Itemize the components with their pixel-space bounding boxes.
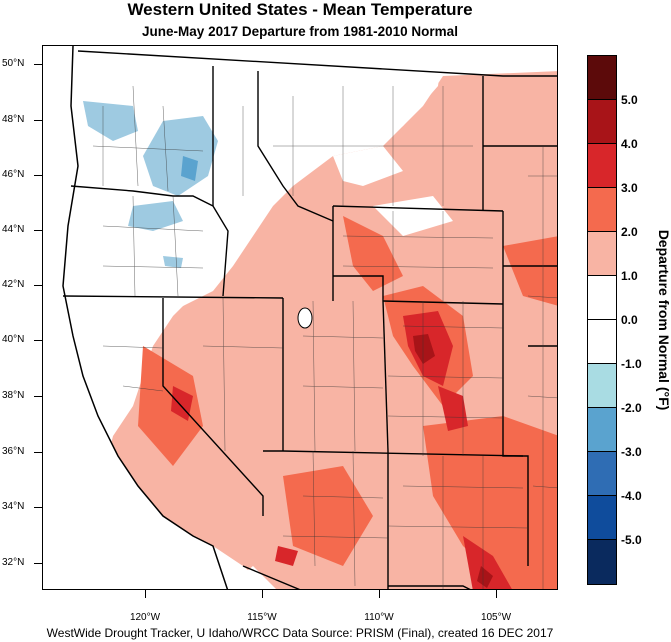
lat-tick <box>34 340 42 341</box>
cold-region <box>83 101 218 268</box>
lat-tick <box>34 285 42 286</box>
legend-label: 4.0 <box>621 137 638 151</box>
legend-colorbar <box>587 55 617 585</box>
lon-tick <box>496 590 497 598</box>
lat-label: 44°N <box>2 224 25 235</box>
legend-swatch <box>588 320 616 364</box>
credit-line: WestWide Drought Tracker, U Idaho/WRCC D… <box>46 626 554 640</box>
lat-label: 32°N <box>2 557 25 568</box>
lat-label: 48°N <box>2 114 25 125</box>
lat-tick <box>34 120 42 121</box>
legend-label: 1.0 <box>621 269 638 283</box>
legend-title: Departure from Normal (°F) <box>656 229 671 411</box>
lat-label: 42°N <box>2 279 25 290</box>
great-salt-lake <box>297 307 313 329</box>
lat-label: 46°N <box>2 169 25 180</box>
cold-region-moderate <box>181 156 198 181</box>
legend-swatch <box>588 540 616 584</box>
lat-label: 40°N <box>2 334 25 345</box>
lat-tick <box>34 563 42 564</box>
legend-swatch <box>588 364 616 408</box>
lon-tick <box>262 590 263 598</box>
legend-label: 5.0 <box>621 93 638 107</box>
lon-tick <box>379 590 380 598</box>
legend-swatch <box>588 188 616 232</box>
legend-label: 3.0 <box>621 181 638 195</box>
lon-label: 110°W <box>364 612 394 623</box>
lat-tick <box>34 452 42 453</box>
lat-tick <box>34 396 42 397</box>
legend-swatch <box>588 496 616 540</box>
legend-swatch <box>588 100 616 144</box>
gulf-ocean <box>225 566 276 589</box>
legend-label: -5.0 <box>621 533 642 547</box>
legend-swatch <box>588 56 616 100</box>
warm-region-extreme <box>413 334 493 588</box>
lon-label: 120°W <box>129 612 161 623</box>
legend-swatch <box>588 452 616 496</box>
lat-tick <box>34 64 42 65</box>
map-canvas <box>43 46 557 589</box>
legend-label: -2.0 <box>621 401 642 415</box>
legend-label: -3.0 <box>621 445 642 459</box>
lat-tick <box>34 507 42 508</box>
pacific-ocean <box>43 46 228 589</box>
lat-label: 50°N <box>2 58 25 69</box>
legend-swatch <box>588 276 616 320</box>
temperature-map <box>42 45 558 590</box>
lon-label: 115°W <box>247 612 277 623</box>
lon-tick <box>145 590 146 598</box>
legend-swatch <box>588 232 616 276</box>
legend-label: 0.0 <box>621 313 638 327</box>
legend-swatch <box>588 408 616 452</box>
lon-label: 105°W <box>480 612 512 623</box>
lat-label: 36°N <box>2 446 25 457</box>
legend-label: 2.0 <box>621 225 638 239</box>
legend-label: -4.0 <box>621 489 642 503</box>
map-subtitle: June-May 2017 Departure from 1981-2010 N… <box>142 24 458 39</box>
county-boundaries <box>92 85 557 589</box>
coastline <box>62 46 229 589</box>
map-title: Western United States - Mean Temperature <box>127 0 473 19</box>
lat-tick <box>34 230 42 231</box>
lat-tick <box>34 175 42 176</box>
legend-label: -1.0 <box>621 357 642 371</box>
lat-label: 34°N <box>2 501 25 512</box>
legend-swatch <box>588 144 616 188</box>
lat-label: 38°N <box>2 390 25 401</box>
